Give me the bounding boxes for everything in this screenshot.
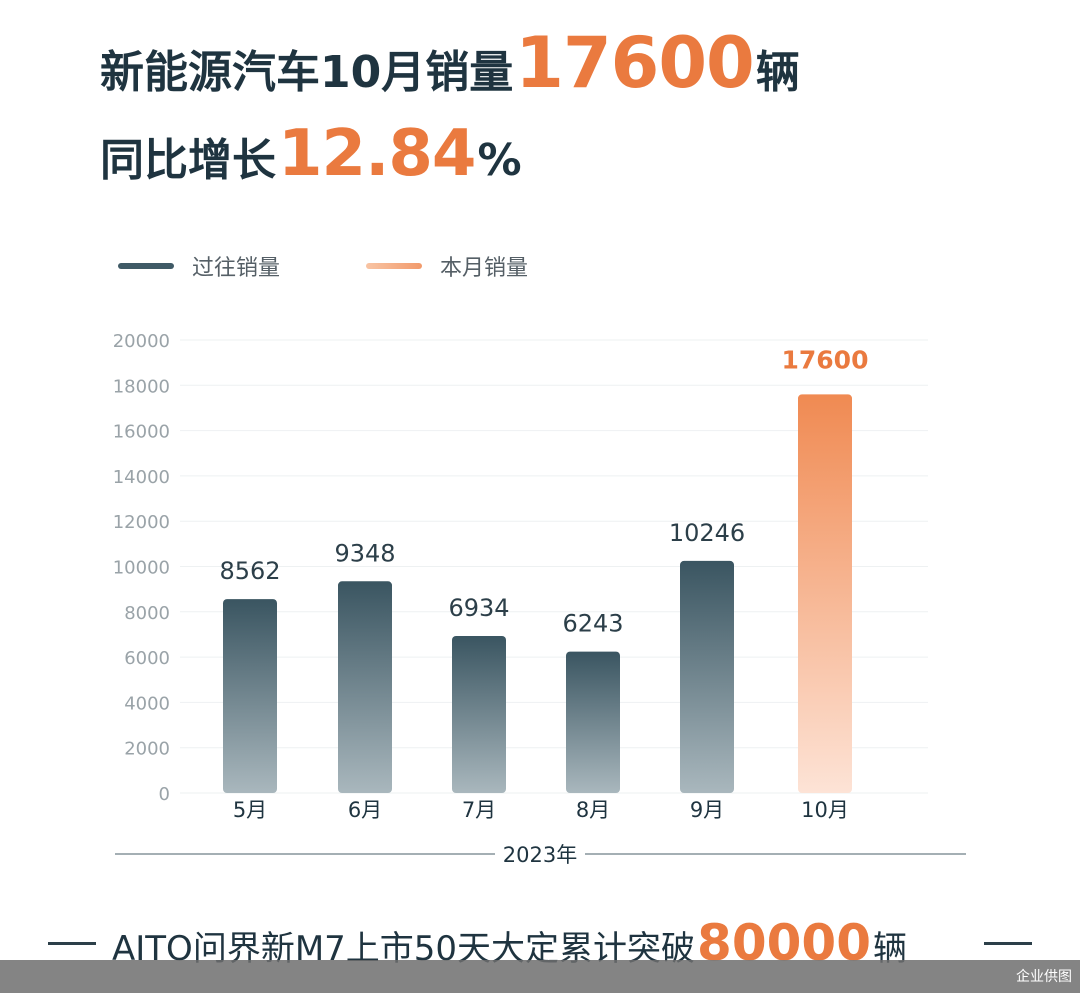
legend-item-past: 过往销量 (118, 250, 280, 282)
grid-lines (180, 339, 928, 794)
data-label: 8562 (219, 557, 280, 585)
footer-dash-left (48, 942, 96, 945)
data-label: 10246 (669, 519, 745, 547)
legend-item-current: 本月销量 (366, 250, 528, 282)
data-label: 6934 (448, 594, 509, 622)
chart-legend: 过往销量 本月销量 (118, 250, 614, 282)
y-tick-label: 0 (159, 784, 170, 805)
legend-label-past: 过往销量 (192, 256, 281, 281)
y-axis-ticks: 0 2000 4000 6000 8000 10000 12000 14000 16000 180… (113, 331, 170, 805)
x-tick-label: 9月 (690, 798, 724, 822)
x-tick-label: 5月 (233, 798, 267, 822)
x-tick-label: 10月 (801, 798, 849, 822)
headline-growth-suffix: % (477, 135, 522, 186)
y-tick-label: 18000 (113, 376, 170, 397)
y-tick-label: 14000 (113, 467, 170, 488)
headline-growth-number: 12.84 (278, 117, 476, 191)
x-axis-title-group: 2023年 (115, 843, 966, 867)
x-tick-label: 7月 (462, 798, 496, 822)
bar-past-month (338, 581, 392, 793)
y-tick-label: 6000 (124, 648, 170, 669)
bar-past-month (680, 560, 734, 793)
y-tick-label: 8000 (124, 603, 170, 624)
y-tick-label: 4000 (124, 693, 170, 714)
headline-sales: 新能源汽车10月销量 17600 辆 (100, 22, 800, 104)
bar-current-month (798, 394, 852, 793)
y-tick-label: 10000 (113, 558, 170, 579)
bar-past-month (566, 651, 620, 793)
y-tick-label: 16000 (113, 422, 170, 443)
legend-swatch-current (366, 263, 423, 269)
headline-growth: 同比增长 12.84 % (100, 117, 522, 191)
legend-swatch-past (118, 263, 174, 269)
footer-dash-right (984, 942, 1032, 945)
bar-past-month (452, 635, 506, 793)
data-label: 9348 (334, 539, 395, 567)
watermark-text: 企业供图 (1016, 969, 1072, 985)
legend-label-current: 本月销量 (440, 256, 529, 281)
x-axis-ticks: 5月 6月 7月 8月 9月 10月 (233, 798, 849, 822)
y-tick-label: 20000 (113, 331, 170, 352)
bar-past-month (223, 599, 277, 793)
data-labels: 8562 9348 6934 6243 10246 17600 (219, 345, 868, 637)
watermark-bar (0, 960, 1080, 993)
y-tick-label: 12000 (113, 512, 170, 533)
headline-sales-prefix: 新能源汽车10月销量 (100, 47, 514, 98)
y-tick-label: 2000 (124, 739, 170, 760)
data-label: 17600 (782, 345, 869, 374)
headline-growth-prefix: 同比增长 (100, 135, 276, 186)
x-axis-title: 2023年 (503, 843, 577, 867)
data-label: 6243 (562, 610, 623, 638)
headline-sales-suffix: 辆 (755, 47, 800, 98)
x-tick-label: 6月 (348, 798, 382, 822)
x-tick-label: 8月 (576, 798, 610, 822)
bars (223, 394, 852, 793)
bar-chart: 0 2000 4000 6000 8000 10000 12000 14000 16000 180… (113, 331, 966, 867)
headline-sales-number: 17600 (515, 22, 755, 104)
